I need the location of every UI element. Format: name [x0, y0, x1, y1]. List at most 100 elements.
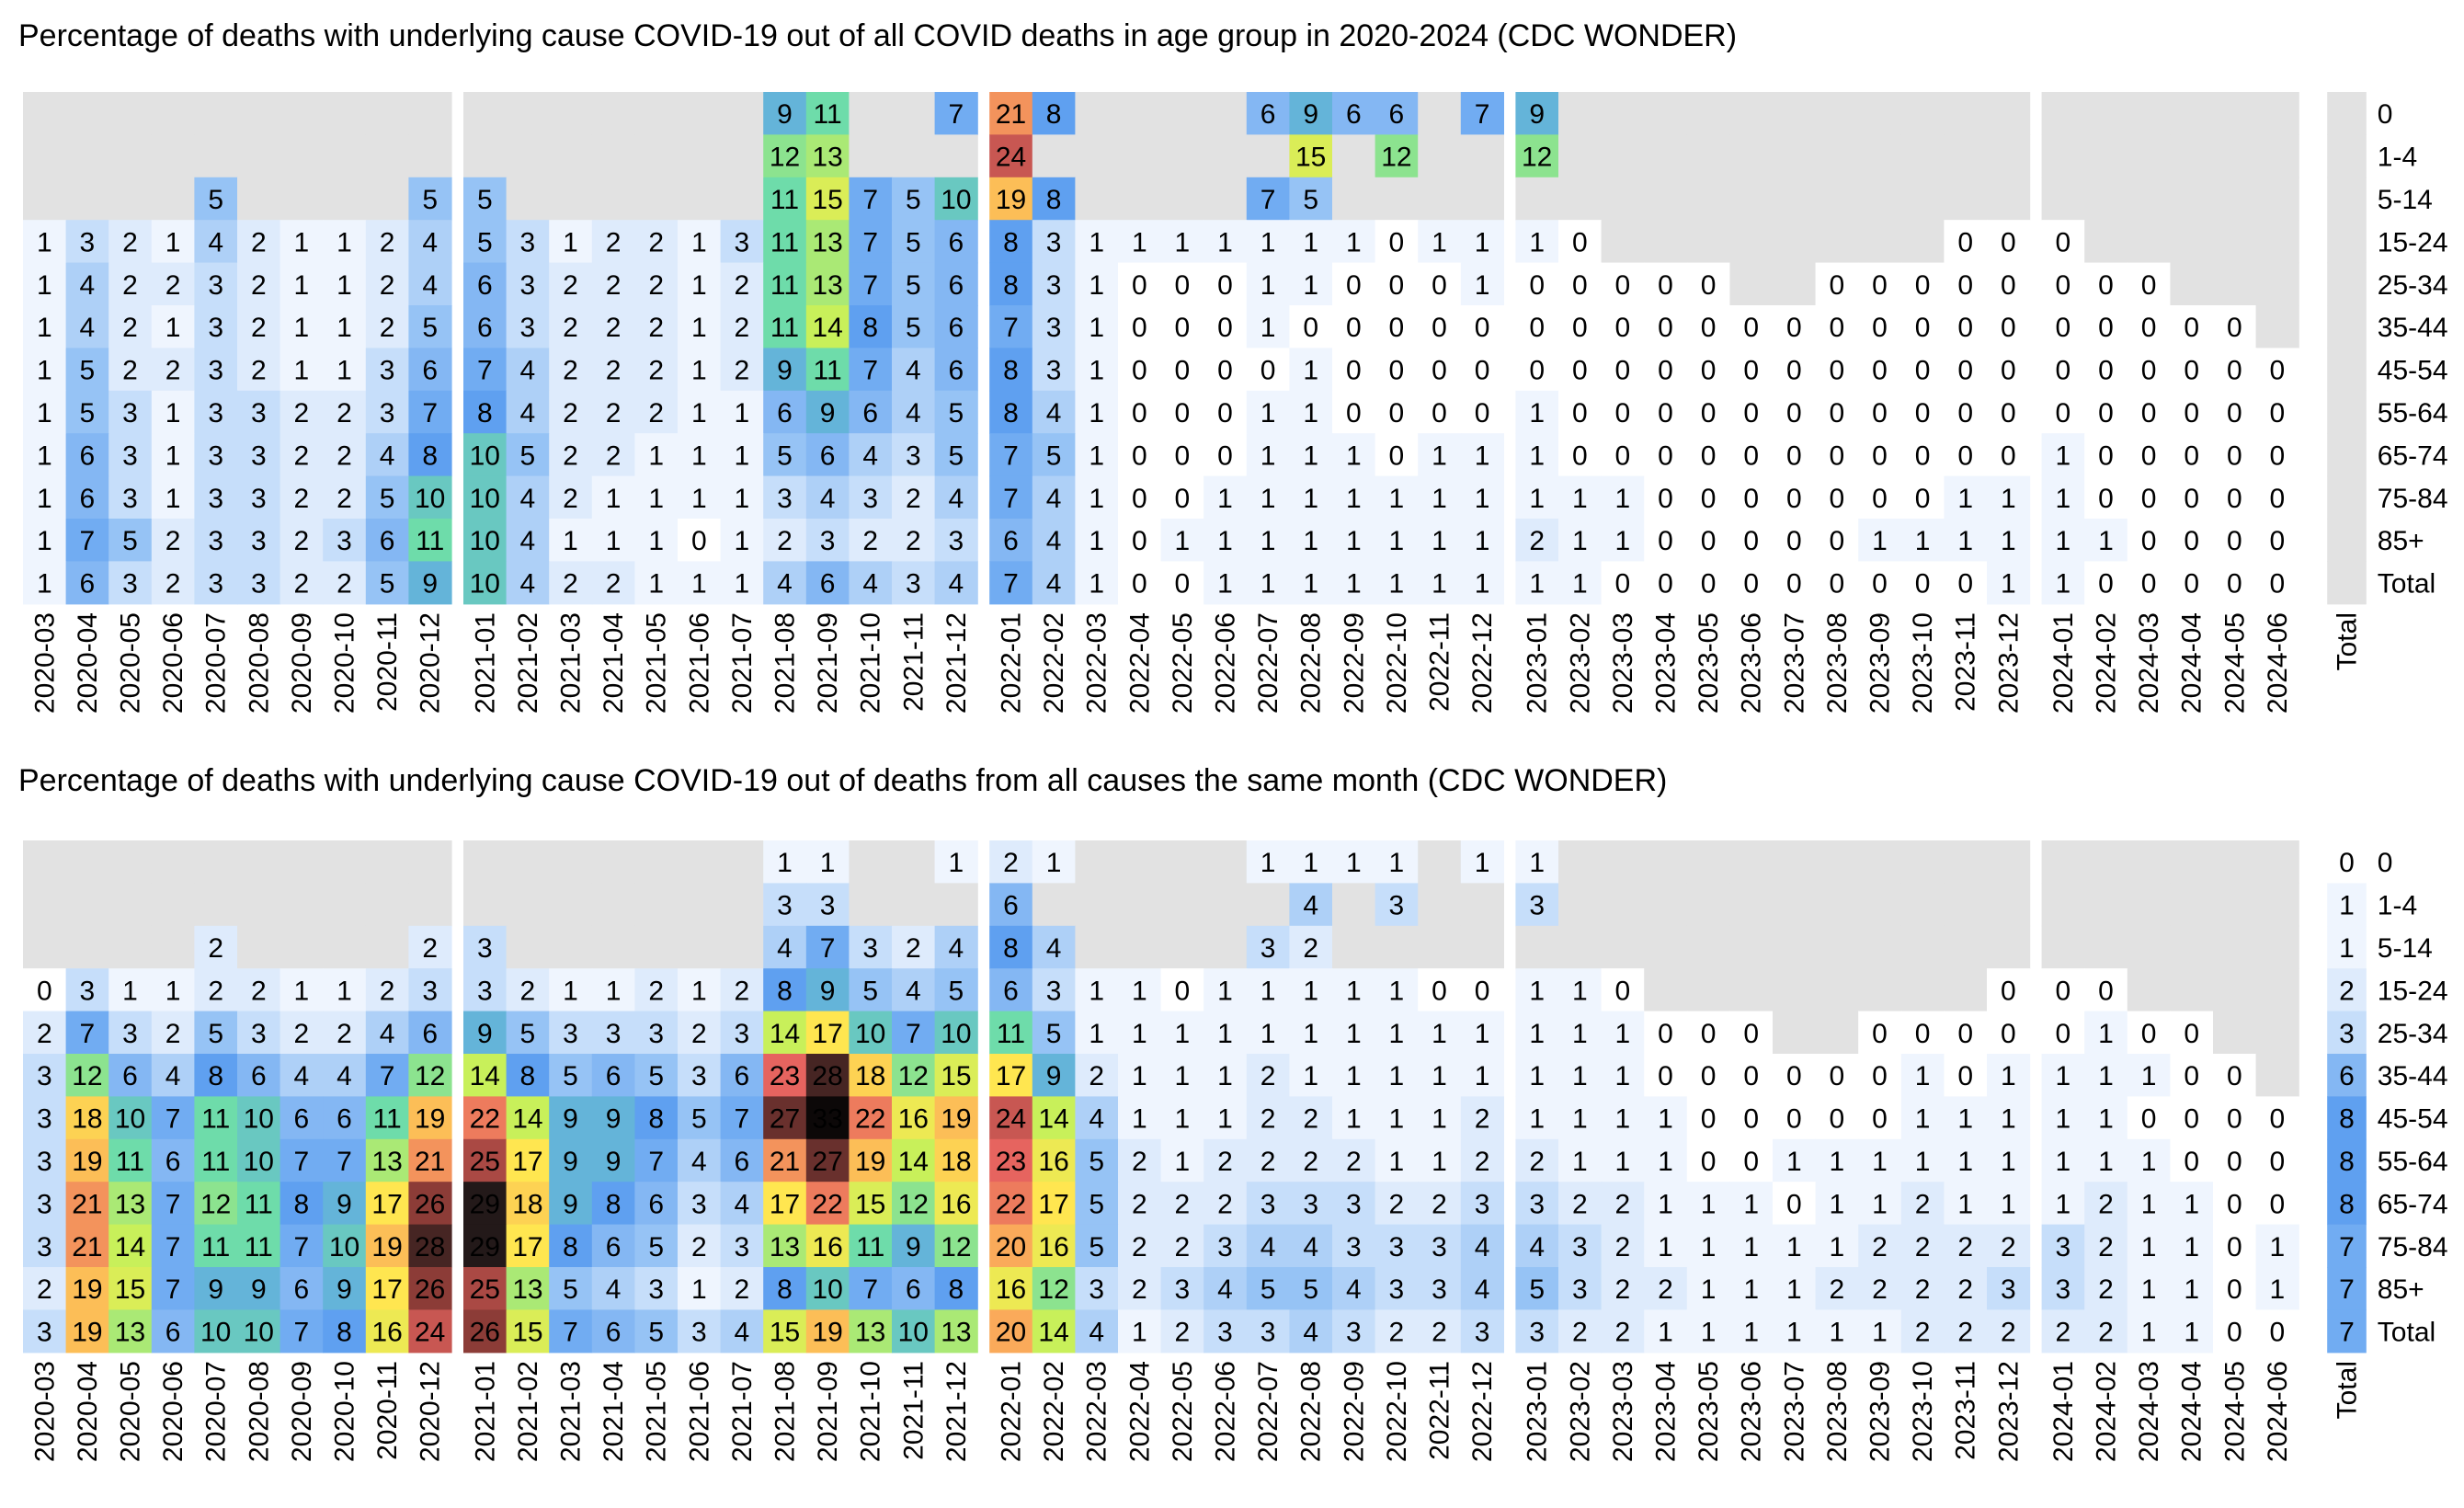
- heatmap-cell: [2170, 840, 2214, 884]
- heatmap-cell: [678, 475, 722, 520]
- cell-label: 1: [1475, 1019, 1490, 1049]
- heatmap-cell: [323, 475, 367, 520]
- heatmap-cell: [279, 134, 324, 178]
- heatmap-cell: [65, 1182, 109, 1226]
- cell-label: 4: [691, 1147, 707, 1177]
- heatmap-cell: [1289, 1309, 1333, 1354]
- row-label: 25-34: [2378, 1019, 2448, 1049]
- heatmap-cell: [892, 134, 936, 178]
- heatmap-cell: [805, 262, 850, 306]
- cell-label: 1: [1089, 1019, 1104, 1049]
- cell-label: 3: [208, 398, 223, 428]
- cell-label: 5: [520, 1019, 536, 1049]
- cell-label: 0: [1915, 440, 1931, 471]
- cell-label: 20: [996, 1318, 1026, 1348]
- heatmap-cell: [1515, 519, 1559, 562]
- cell-label: 1: [2141, 1274, 2157, 1305]
- cell-label: 7: [862, 227, 878, 257]
- heatmap-cell: [549, 177, 593, 221]
- cell-label: 0: [2141, 356, 2157, 386]
- heatmap-cell: [1515, 1054, 1559, 1097]
- heatmap-cell: [892, 348, 936, 392]
- cell-label: 2: [2056, 1318, 2071, 1348]
- heatmap-cell: [2041, 305, 2085, 348]
- cell-label: 1: [735, 398, 750, 428]
- cell-label: 3: [1217, 1318, 1233, 1348]
- heatmap-cell: [1332, 925, 1376, 969]
- cell-label: 0: [1175, 976, 1191, 1006]
- cell-label: 2: [563, 356, 578, 386]
- heatmap-cell: [108, 92, 153, 135]
- cell-label: 6: [949, 356, 964, 386]
- heatmap-cell: [1815, 305, 1859, 348]
- heatmap-cell: [463, 968, 508, 1012]
- heatmap-cell: [1515, 220, 1559, 264]
- heatmap-cell: [1418, 1011, 1462, 1055]
- cell-label: 8: [1003, 270, 1019, 301]
- heatmap-cell: [1815, 1054, 1859, 1097]
- cell-label: 0: [2184, 1019, 2199, 1049]
- heatmap-cell: [1944, 1182, 1988, 1226]
- heatmap-cell: [2255, 262, 2299, 306]
- heatmap-cell: [1987, 134, 2031, 178]
- heatmap-cell: [2213, 925, 2257, 969]
- cell-label: 1: [1915, 1147, 1931, 1177]
- heatmap-cell: [1203, 1096, 1248, 1140]
- heatmap-cell: [1160, 968, 1204, 1012]
- cell-label: 1: [1261, 484, 1276, 514]
- heatmap-cell: [1644, 262, 1688, 306]
- cell-label: 1: [1217, 227, 1233, 257]
- cell-label: 18: [941, 1147, 971, 1177]
- cell-label: 1: [691, 356, 707, 386]
- heatmap-cell: [1332, 883, 1376, 927]
- heatmap-cell: [1686, 1309, 1730, 1354]
- cell-label: 9: [563, 1104, 578, 1135]
- cell-label: 1: [691, 440, 707, 471]
- total-cell: [2327, 1267, 2367, 1310]
- cell-label: 1: [1303, 1019, 1318, 1049]
- heatmap-cell: [2127, 840, 2171, 884]
- total-cell: [2327, 1224, 2367, 1268]
- heatmap-cell: [989, 262, 1033, 306]
- heatmap-cell: [678, 883, 722, 927]
- cell-label: 5: [949, 976, 964, 1006]
- cell-label: 0: [1830, 526, 1845, 556]
- heatmap-cell: [1558, 262, 1603, 306]
- heatmap-cell: [763, 305, 807, 348]
- cell-label: 2: [862, 526, 878, 556]
- heatmap-cell: [1601, 262, 1645, 306]
- cell-label: 1: [1701, 1232, 1717, 1262]
- heatmap-cell: [1944, 883, 1988, 927]
- heatmap-cell: [849, 262, 893, 306]
- heatmap-cell: [2255, 968, 2299, 1012]
- column-label: 2023-10: [1908, 1361, 1938, 1462]
- cell-label: 1: [1529, 976, 1545, 1006]
- heatmap-cell: [1601, 1267, 1645, 1310]
- heatmap-cell: [23, 1224, 67, 1268]
- heatmap-cell: [1558, 475, 1603, 520]
- heatmap-cell: [763, 1309, 807, 1354]
- heatmap-cell: [1858, 840, 1902, 884]
- heatmap-cell: [2213, 1054, 2257, 1097]
- heatmap-cell: [2170, 390, 2214, 434]
- cell-label: 0: [1872, 1061, 1888, 1091]
- cell-label: 2: [1132, 1147, 1147, 1177]
- cell-label: 19: [72, 1318, 102, 1348]
- cell-label: 6: [735, 1147, 750, 1177]
- heatmap-cell: [65, 1138, 109, 1182]
- cell-label: 29: [470, 1232, 500, 1262]
- heatmap-cell: [237, 968, 281, 1012]
- heatmap-cell: [1160, 475, 1204, 520]
- heatmap-cell: [1160, 1138, 1204, 1182]
- cell-label: 1: [1346, 526, 1362, 556]
- cell-label: 1: [1572, 1104, 1588, 1135]
- cell-label: 0: [1389, 313, 1405, 343]
- column-label: 2022-09: [1339, 612, 1369, 714]
- heatmap-cell: [2213, 561, 2257, 605]
- cell-label: 17: [1038, 1189, 1068, 1219]
- heatmap-cell: [408, 1096, 452, 1140]
- heatmap-cell: [2041, 433, 2085, 477]
- heatmap-cell: [65, 1011, 109, 1055]
- heatmap-cell: [1118, 390, 1162, 434]
- column-label: 2022-10: [1382, 1361, 1412, 1462]
